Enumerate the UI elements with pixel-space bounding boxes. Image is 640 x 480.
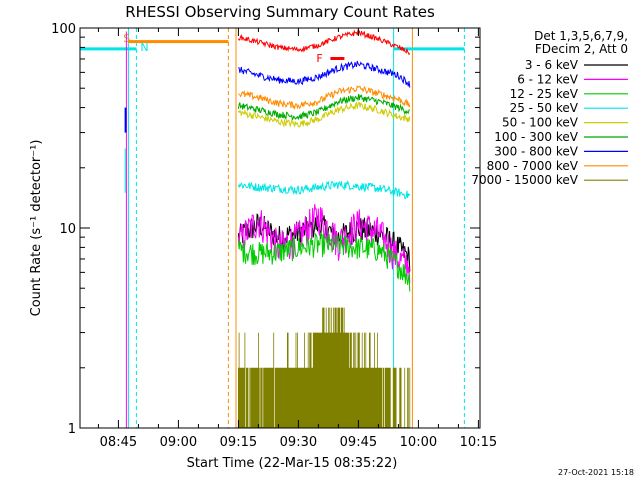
timestamp: 27-Oct-2021 15:18 — [558, 468, 634, 477]
y-axis-label: Count Rate (s⁻¹ detector⁻¹) — [29, 140, 44, 317]
x-tick-label: 09:30 — [280, 435, 317, 450]
flag-f: F — [316, 52, 322, 65]
night-flag-bar-left — [80, 47, 137, 51]
legend-label: 50 - 100 keV — [502, 116, 579, 130]
flag-n: N — [140, 41, 148, 54]
legend-label: 800 - 7000 keV — [487, 159, 579, 173]
series-6-12-kev — [237, 204, 411, 284]
y-axis-ticks: 1 10 100 — [51, 22, 480, 437]
series-800-7000-kev — [238, 85, 411, 111]
legend: Det 1,3,5,6,7,9, FDecim 2, Att 0 3 - 6 k… — [471, 29, 628, 187]
series-300-800-kev — [238, 60, 411, 88]
chart-title: RHESSI Observing Summary Count Rates — [125, 3, 435, 21]
y-tick-label: 1 — [68, 422, 76, 437]
x-tick-label: 10:00 — [400, 435, 437, 450]
legend-header-line-2: FDecim 2, Att 0 — [535, 42, 628, 56]
legend-label: 300 - 800 keV — [494, 144, 578, 158]
x-tick-label: 09:45 — [340, 435, 377, 450]
legend-label: 3 - 6 keV — [525, 58, 579, 72]
legend-label: 100 - 300 keV — [494, 130, 578, 144]
legend-header-line-1: Det 1,3,5,6,7,9, — [534, 29, 628, 43]
x-tick-label: 09:15 — [220, 435, 257, 450]
series-100-300-kev — [237, 93, 411, 121]
series-25-50-kev — [237, 180, 411, 200]
y-tick-label: 10 — [59, 222, 76, 237]
y-tick-label: 100 — [51, 22, 76, 37]
x-tick-label: 10:15 — [460, 435, 497, 450]
night-flag-bar-right — [393, 47, 465, 51]
series-red-top — [237, 29, 411, 56]
x-tick-label: 08:45 — [100, 435, 137, 450]
legend-label: 25 - 50 keV — [510, 101, 579, 115]
plot-area: SNF — [79, 28, 465, 428]
series-12-25-kev — [237, 232, 411, 292]
x-axis-label: Start Time (22-Mar-15 08:35:22) — [187, 456, 398, 471]
legend-label: 6 - 12 keV — [517, 72, 579, 86]
series-50-100-kev — [237, 101, 411, 128]
legend-label: 7000 - 15000 keV — [471, 173, 578, 187]
saa-flag-bar — [128, 40, 229, 44]
x-axis-ticks: 08:45 09:00 09:15 09:30 09:45 10:00 10:15 — [97, 28, 497, 450]
flare-flag-bar — [330, 57, 345, 60]
x-tick-label: 09:00 — [160, 435, 197, 450]
legend-label: 12 - 25 keV — [510, 87, 579, 101]
